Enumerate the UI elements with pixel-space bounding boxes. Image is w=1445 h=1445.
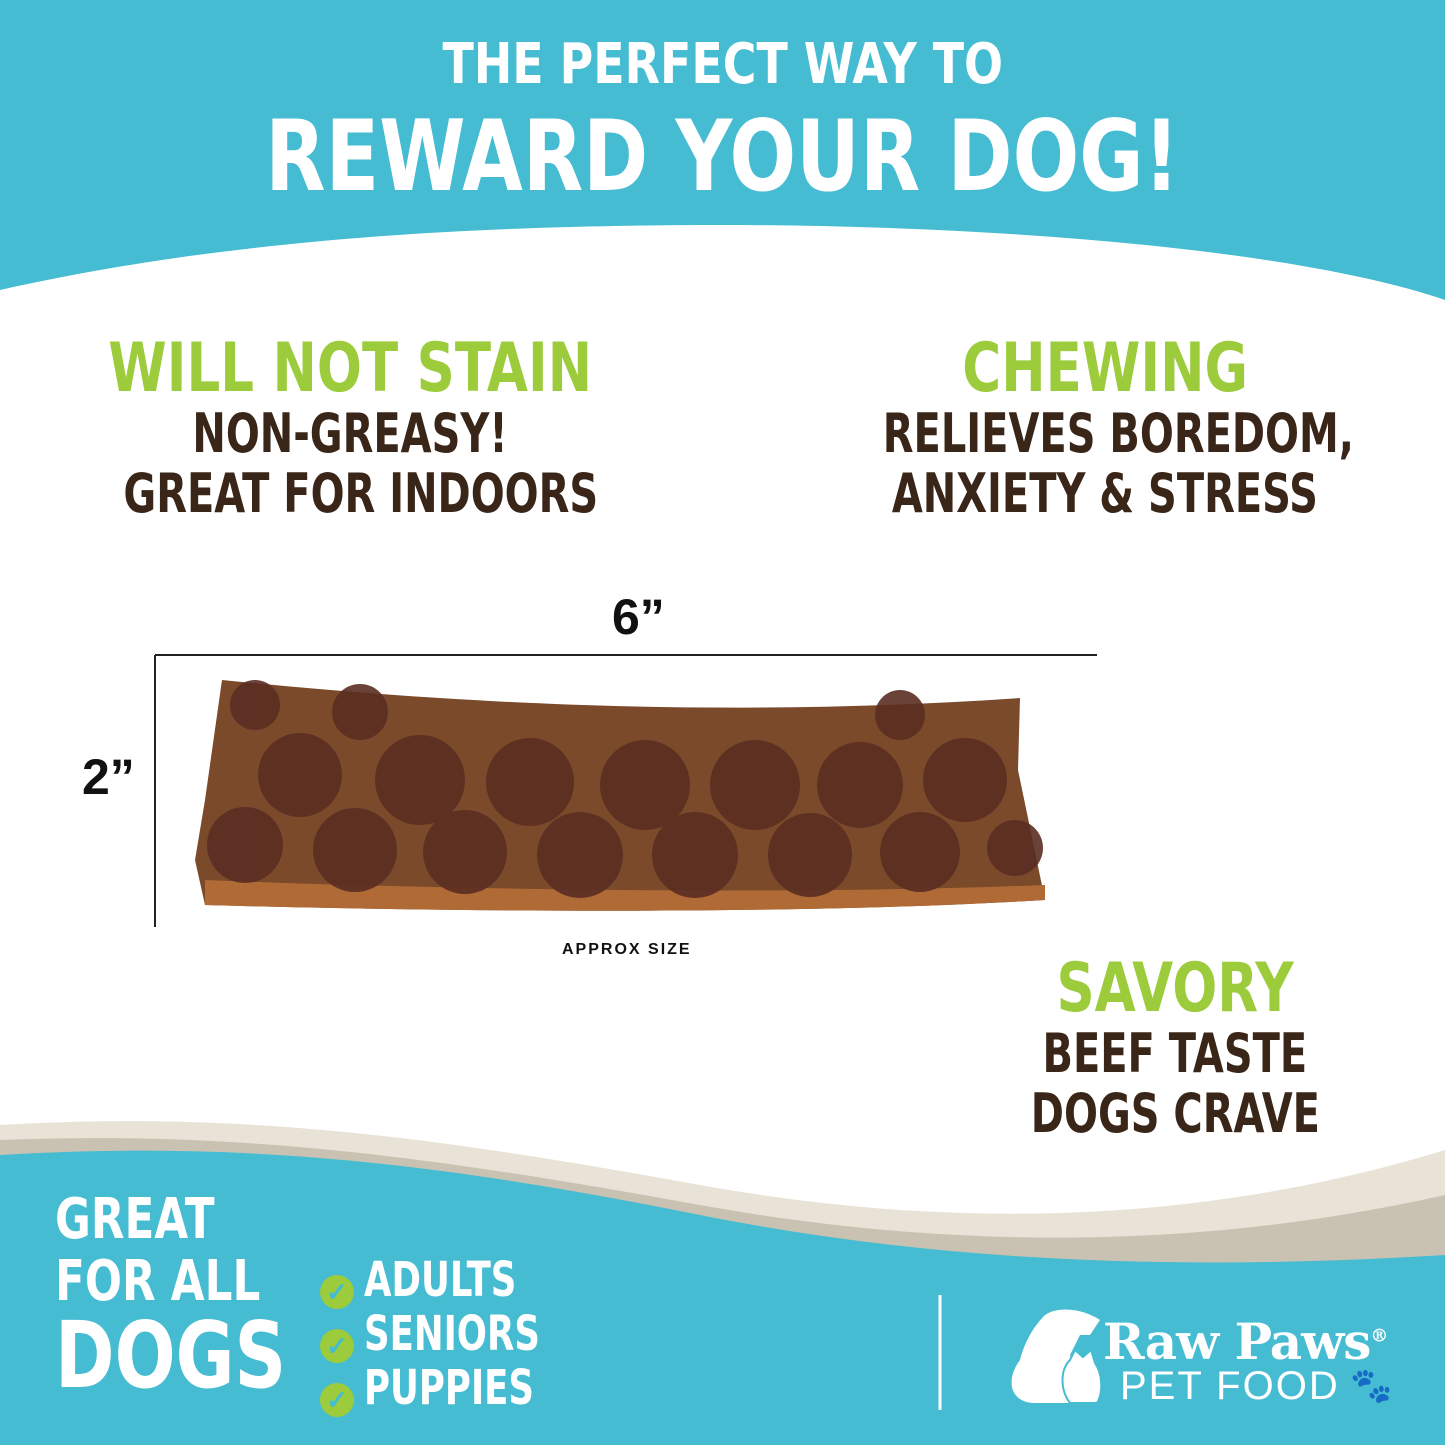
width-label: 6” bbox=[612, 589, 665, 645]
height-label: 2” bbox=[82, 749, 135, 805]
check-circle-icon: ✓ bbox=[320, 1328, 354, 1363]
check-circle-icon: ✓ bbox=[320, 1274, 354, 1309]
approx-size-caption: APPROX SIZE bbox=[562, 941, 692, 958]
check-circle-icon: ✓ bbox=[320, 1382, 354, 1417]
header-line-1: THE PERFECT WAY TO bbox=[442, 32, 1003, 97]
brand-subtitle: PET FOOD bbox=[1120, 1364, 1340, 1408]
registered-mark: ® bbox=[1370, 1325, 1388, 1347]
dog-ages-list: ✓ ADULTS ✓ SENIORS ✓ PUPPIES bbox=[320, 1252, 602, 1417]
top-teal-band bbox=[0, 0, 1445, 300]
raw-paws-logo: Raw Paws® PET FOOD 🐾 bbox=[1005, 1300, 1415, 1410]
list-item: ✓ SENIORS bbox=[320, 1306, 602, 1363]
list-item: ✓ PUPPIES bbox=[320, 1360, 602, 1417]
great-for-all-dogs: GREAT FOR ALL DOGS bbox=[55, 1187, 287, 1409]
feature-chewing: CHEWING RELIEVES BOREDOM, ANXIETY & STRE… bbox=[882, 329, 1354, 525]
feature-will-not-stain: WILL NOT STAIN NON-GREASY! GREAT FOR IND… bbox=[108, 329, 599, 525]
header-title: REWARD YOUR DOG! bbox=[265, 100, 1180, 214]
beef-chew-product-image bbox=[195, 680, 1045, 911]
brand-name: Raw Paws bbox=[1103, 1312, 1371, 1371]
list-item: ✓ ADULTS bbox=[320, 1252, 602, 1309]
paw-icon: 🐾 bbox=[1350, 1367, 1393, 1405]
dog-and-cat-silhouette-icon bbox=[1011, 1309, 1103, 1404]
feature-savory: SAVORY BEEF TASTE DOGS CRAVE bbox=[1030, 949, 1320, 1145]
